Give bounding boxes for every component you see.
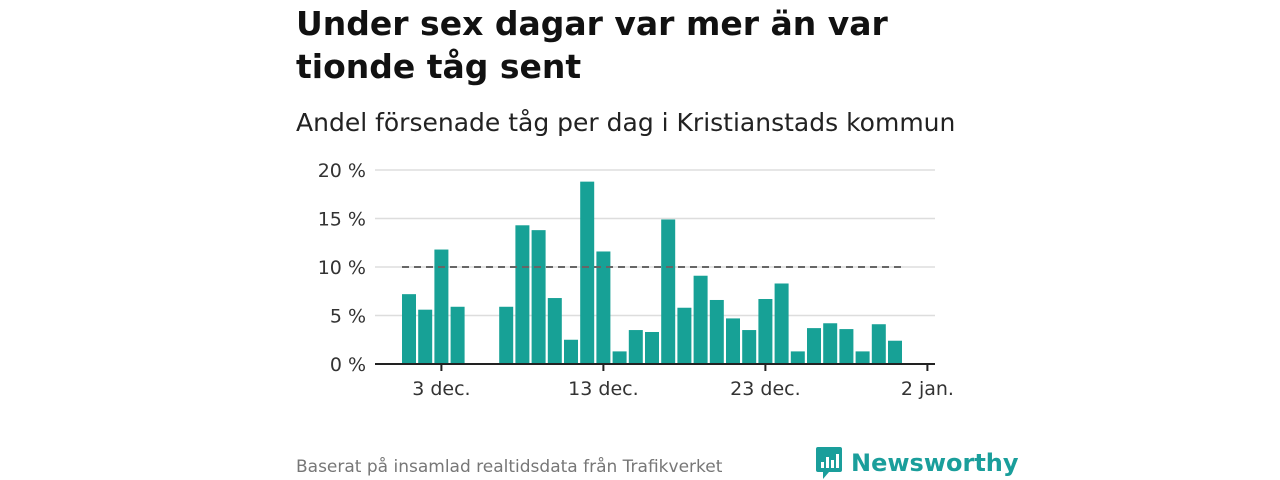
bar xyxy=(499,306,514,364)
bar xyxy=(580,181,595,364)
x-tick-label: 23 dec. xyxy=(730,378,800,400)
y-tick-label: 20 % xyxy=(318,160,366,182)
y-tick-label: 0 % xyxy=(330,354,366,376)
source-note: Baserat på insamlad realtidsdata från Tr… xyxy=(296,457,723,477)
x-tick-label: 13 dec. xyxy=(568,378,638,400)
bar xyxy=(790,351,805,364)
bar xyxy=(645,331,659,364)
bar xyxy=(693,275,708,364)
bar xyxy=(434,249,449,364)
bar xyxy=(839,329,854,364)
bar xyxy=(709,299,724,364)
x-tick-label: 3 dec. xyxy=(412,378,470,400)
bar xyxy=(612,351,627,364)
bar xyxy=(531,230,546,364)
bar xyxy=(726,318,740,364)
bar xyxy=(742,330,757,364)
bar xyxy=(450,306,465,364)
bar xyxy=(628,330,643,364)
bar xyxy=(774,283,789,364)
bar xyxy=(888,340,902,364)
bar xyxy=(596,251,611,364)
brand-logo: Newsworthy xyxy=(815,446,1019,480)
chart-subtitle: Andel försenade tåg per dag i Kristianst… xyxy=(296,108,956,137)
y-tick-label: 15 % xyxy=(318,209,366,231)
bar xyxy=(418,309,433,364)
y-tick-label: 5 % xyxy=(330,306,366,328)
bar xyxy=(807,328,821,364)
brand-name: Newsworthy xyxy=(851,449,1019,477)
bar xyxy=(871,324,886,364)
bar xyxy=(758,299,773,364)
bar xyxy=(547,298,562,364)
bar xyxy=(661,219,676,364)
bar xyxy=(564,339,578,364)
newsworthy-logo-icon xyxy=(816,447,842,479)
x-tick-label: 2 jan. xyxy=(901,378,954,400)
bar xyxy=(855,351,870,364)
chart-title: Under sex dagar var mer än var tionde tå… xyxy=(296,4,888,86)
bar xyxy=(402,294,416,364)
bar xyxy=(515,225,530,364)
bar xyxy=(823,323,838,364)
y-tick-label: 10 % xyxy=(318,257,366,279)
bar-chart: 0 % 5 % 10 % 15 % 20 % 3 dec. 13 dec. 23 dec. 2 … xyxy=(318,160,954,400)
bar xyxy=(677,307,692,364)
